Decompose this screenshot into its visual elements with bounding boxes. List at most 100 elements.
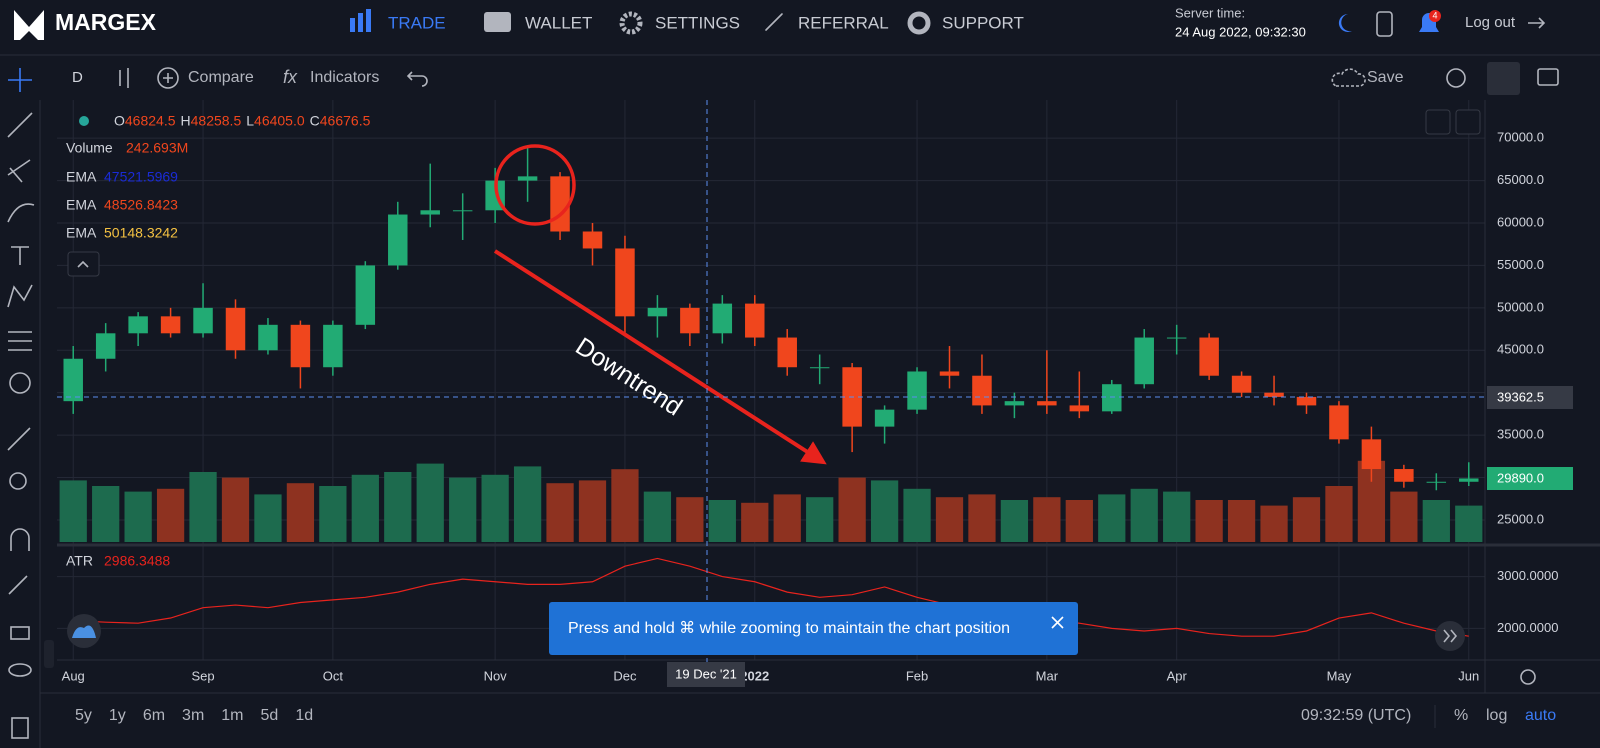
range-button[interactable]: 5y [75, 707, 92, 724]
brush-tool[interactable] [7, 203, 35, 223]
candle-body [809, 367, 830, 369]
fullscreen[interactable] [1487, 62, 1520, 95]
legend-value: 2986.3488 [104, 553, 170, 569]
log-toggle[interactable]: log [1486, 707, 1507, 724]
indicators[interactable]: Indicators [310, 69, 379, 86]
reset-button[interactable] [1455, 109, 1481, 135]
candle-body [517, 176, 538, 181]
pattern-tool[interactable] [7, 284, 33, 308]
y-tick-label: 45000.0 [1497, 342, 1544, 357]
y-tick-label: 35000.0 [1497, 427, 1544, 442]
candle-body [647, 307, 668, 317]
candle-body [1459, 478, 1479, 482]
range-button[interactable]: 6m [143, 707, 165, 724]
screenshot[interactable] [1537, 68, 1559, 86]
undo[interactable] [406, 71, 428, 87]
forecast-tool[interactable] [8, 331, 32, 351]
range-button[interactable]: 1y [109, 707, 126, 724]
compare[interactable]: Compare [188, 69, 254, 86]
nav-wallet[interactable]: WALLET [484, 12, 592, 32]
delete-tool[interactable] [11, 717, 29, 739]
auto-toggle[interactable]: auto [1525, 707, 1556, 724]
legend-label: Volume [66, 140, 113, 156]
price-pane [59, 146, 1483, 542]
crosshair-tool[interactable] [8, 68, 32, 92]
range-button[interactable]: 5d [261, 707, 279, 724]
nav-label[interactable]: WALLET [525, 13, 592, 32]
legend-value: 47521.5969 [104, 169, 178, 185]
server-time: 24 Aug 2022, 09:32:30 [1175, 24, 1306, 39]
x-tick-label: Jun [1458, 668, 1479, 683]
candle-body [160, 316, 181, 334]
candle-body [745, 303, 765, 338]
y-tick-label: 3000.0000 [1497, 568, 1558, 583]
percent-toggle[interactable]: % [1454, 707, 1468, 724]
volume-bar [1033, 497, 1061, 542]
chart-type[interactable] [119, 68, 129, 88]
range-button[interactable]: 1d [295, 707, 313, 724]
logout-icon[interactable] [1528, 17, 1546, 29]
magnet-tool[interactable] [10, 528, 30, 551]
volume-bar [449, 477, 477, 542]
candle-body [1296, 396, 1317, 406]
nav-label[interactable]: SETTINGS [655, 13, 740, 32]
zoom-tool[interactable] [9, 472, 27, 490]
emoji-tool[interactable] [9, 372, 31, 394]
theme-toggle[interactable] [1338, 13, 1352, 32]
range-button[interactable]: 3m [182, 707, 204, 724]
nav-label[interactable]: REFERRAL [798, 13, 889, 32]
server-time-label: Server time: [1175, 5, 1245, 20]
highlight-circle [494, 144, 576, 226]
nav-support[interactable]: SUPPORT [907, 11, 1024, 35]
candle-body [582, 231, 603, 249]
legend-label: ATR [66, 553, 93, 569]
ohlc-label: H [181, 113, 191, 129]
volume-bar [1130, 488, 1158, 542]
compare-icon[interactable] [157, 67, 179, 89]
save[interactable]: Save [1367, 69, 1404, 86]
candle-body [680, 307, 700, 334]
ohlc-label: L [246, 113, 254, 129]
lock-draw[interactable] [8, 575, 28, 595]
scroll-button[interactable] [1425, 109, 1451, 135]
range-button[interactable]: 1m [221, 707, 243, 724]
volume-bar [741, 502, 769, 542]
x-tick-label: Apr [1167, 668, 1188, 683]
line-tool[interactable] [7, 112, 33, 138]
settings-icon[interactable] [1446, 68, 1466, 88]
candle-body [193, 307, 213, 334]
volume-bar [1065, 500, 1093, 542]
volume-bar [903, 488, 931, 542]
atr-pane [73, 557, 1469, 637]
candle-body [1037, 401, 1057, 406]
candle-body [355, 265, 376, 325]
candle-body [712, 303, 733, 334]
nav-label[interactable]: SUPPORT [942, 13, 1024, 32]
candle-body [1102, 384, 1122, 412]
lock-tool[interactable] [10, 626, 30, 640]
collapse-button[interactable] [67, 251, 100, 277]
axis-settings[interactable] [1520, 669, 1536, 685]
tooltip-close[interactable] [1051, 616, 1064, 629]
visibility-tool[interactable] [8, 663, 32, 677]
nav-label[interactable]: TRADE [388, 13, 446, 32]
nav-referral[interactable]: REFERRAL [765, 13, 889, 32]
text-tool[interactable] [11, 246, 29, 265]
mobile-icon[interactable] [1376, 11, 1393, 37]
interval[interactable]: D [72, 69, 83, 86]
volume-bar [124, 491, 152, 542]
fib-tool[interactable] [7, 159, 31, 183]
volume-bar [546, 483, 574, 542]
nav-settings[interactable]: SETTINGS [619, 11, 740, 35]
candle-body [1361, 439, 1382, 470]
volume-bar [643, 491, 672, 542]
ruler-tool[interactable] [7, 427, 31, 451]
volume-bar [416, 463, 444, 542]
tv-logo-mark [72, 625, 96, 638]
volume-bar [189, 472, 217, 542]
legend-label: EMA [66, 225, 97, 241]
logout[interactable]: Log out [1465, 14, 1516, 31]
side-toggle[interactable] [44, 640, 54, 668]
nav-trade[interactable]: TRADE [350, 9, 446, 32]
